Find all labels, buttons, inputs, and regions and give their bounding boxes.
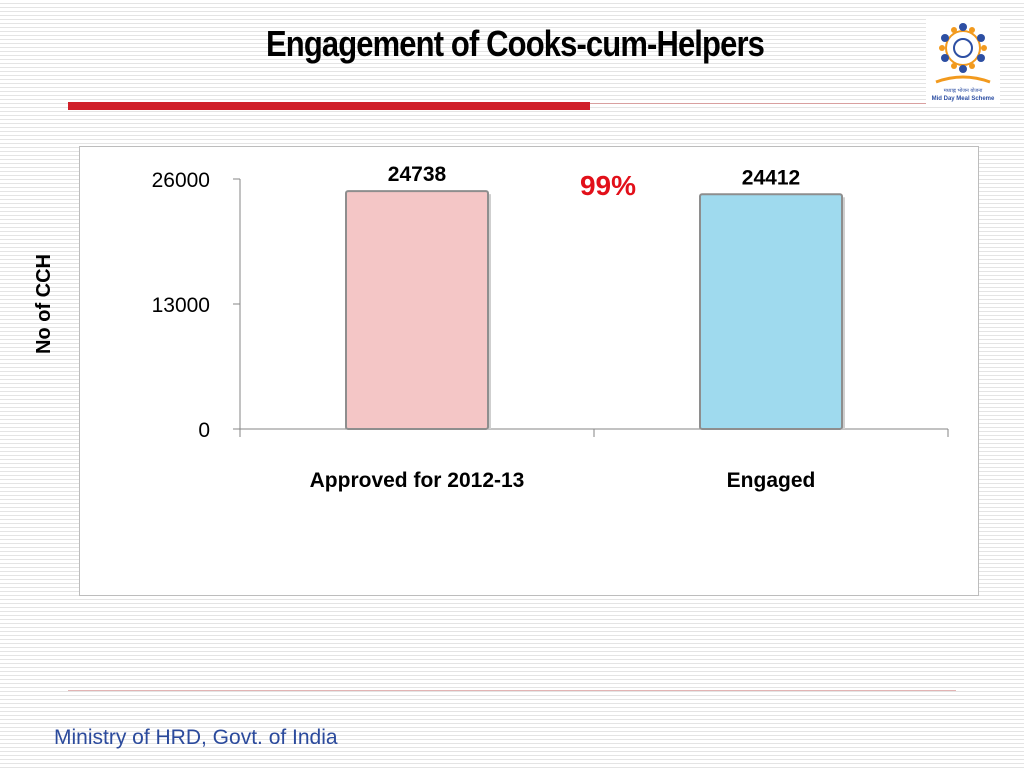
x-axis: [239, 428, 949, 437]
bars: [345, 190, 845, 431]
y-tick-label: 26000: [152, 169, 210, 192]
y-tick-label: 13000: [152, 294, 210, 317]
title-red-rule: [68, 102, 590, 110]
logo-book-arc: [935, 75, 991, 84]
data-label: 24412: [742, 166, 800, 189]
slide-title: Engagement of Cooks-cum-Helpers: [265, 23, 765, 64]
bar: [699, 193, 843, 431]
footer-rule: [68, 690, 956, 691]
bar-chart: No of CCH 0 13000 26000 24738 Approved for …: [33, 163, 949, 492]
mid-day-meal-scheme-logo-icon: मध्याह्न भोजन योजना Mid Day Meal Scheme: [926, 16, 1000, 106]
chart-area: No of CCH 0 13000 26000 24738 Approved for …: [33, 146, 979, 596]
x-tick-label: Engaged: [727, 469, 816, 492]
logo-figures-ring: [939, 23, 987, 73]
percentage-annotation: 99%: [580, 170, 636, 201]
data-label: 24738: [388, 163, 447, 186]
y-tick-label: 0: [198, 419, 210, 442]
logo-hindi-text: मध्याह्न भोजन योजना: [944, 87, 983, 94]
footer-text: Ministry of HRD, Govt. of India: [54, 726, 338, 749]
y-axis-label: No of CCH: [33, 254, 55, 354]
title-thin-rule: [590, 103, 930, 104]
bar: [345, 190, 489, 431]
y-axis: 0 13000 26000: [152, 169, 241, 442]
x-tick-label: Approved for 2012-13: [310, 469, 525, 492]
data-labels: 24738 Approved for 2012-13 24412 Engaged: [310, 163, 816, 492]
logo-caption: Mid Day Meal Scheme: [932, 96, 995, 102]
